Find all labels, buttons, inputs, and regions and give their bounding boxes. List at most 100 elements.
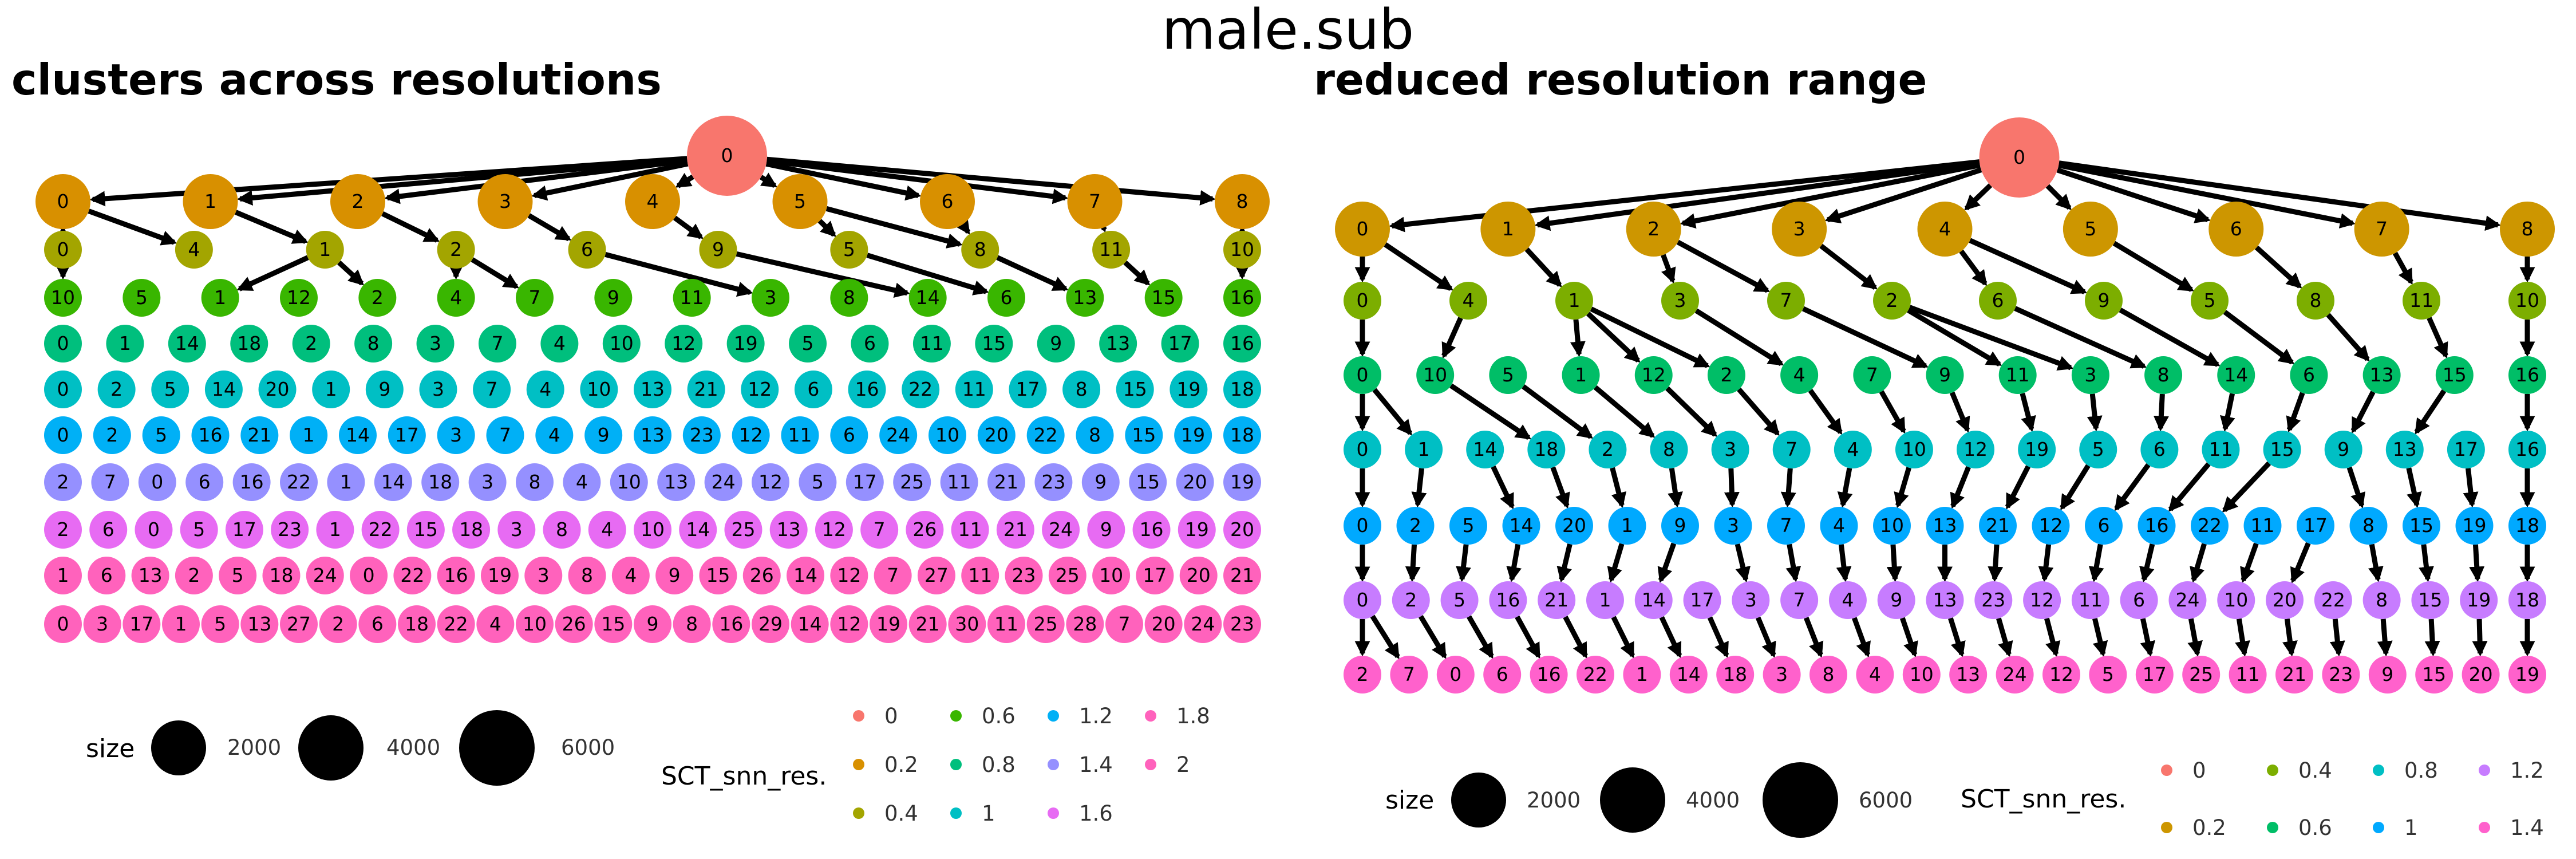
right-edge xyxy=(1836,544,1852,582)
right-edge xyxy=(1441,317,1463,359)
left-node-1-15 xyxy=(1116,371,1154,408)
right-node-1.4-14 xyxy=(1669,656,1708,693)
left-node-2-14 xyxy=(791,605,829,643)
left-node-1.6-7 xyxy=(860,511,899,549)
left-edge xyxy=(996,255,1069,291)
left-node-0-0 xyxy=(687,116,767,196)
left-node-label: 15 xyxy=(601,613,625,635)
left-node-1.6-18 xyxy=(452,511,491,549)
right-node-label: 1 xyxy=(1621,514,1633,537)
left-node-label: 11 xyxy=(962,378,986,400)
right-node-0.2-2 xyxy=(1626,202,1681,257)
left-node-label: 12 xyxy=(837,613,861,635)
right-node-0.4-0 xyxy=(1344,282,1381,320)
left-node-label: 24 xyxy=(1049,518,1073,541)
left-node-1.8-6 xyxy=(88,557,126,594)
right-size-legend: size 2000 4000 6000 xyxy=(1385,762,1913,838)
right-edge xyxy=(2223,310,2295,365)
right-node-label: 10 xyxy=(1880,514,1904,537)
left-node-0.8-2 xyxy=(292,325,330,362)
left-node-1.4-1 xyxy=(327,463,365,501)
right-node-label: 12 xyxy=(1963,438,1988,460)
right-edge xyxy=(1676,239,1771,293)
left-node-1.2-14 xyxy=(339,416,377,454)
left-node-2-26 xyxy=(555,605,593,643)
right-node-label: 1 xyxy=(1575,364,1587,386)
left-node-1.2-20 xyxy=(977,416,1016,454)
left-node-label: 9 xyxy=(647,613,659,635)
left-edge xyxy=(817,219,836,237)
right-edge xyxy=(1593,385,1656,438)
left-node-1.4-12 xyxy=(752,463,789,501)
right-node-label: 14 xyxy=(1473,438,1497,460)
left-node-label: 8 xyxy=(556,518,568,541)
left-node-label: 6 xyxy=(199,471,211,493)
left-color-legend-label: 1.4 xyxy=(1079,752,1113,777)
left-node-label: 9 xyxy=(669,564,681,586)
left-node-label: 5 xyxy=(794,190,806,212)
left-node-0.8-16 xyxy=(1223,325,1261,362)
left-node-1.6-19 xyxy=(1178,511,1216,549)
left-edge xyxy=(955,217,971,235)
right-node-label: 24 xyxy=(2175,589,2199,611)
right-edge xyxy=(2187,618,2203,657)
left-color-legend-label: 2 xyxy=(1176,752,1190,777)
left-node-0.4-9 xyxy=(699,231,737,269)
left-node-label: 30 xyxy=(955,613,979,635)
left-color-legend-label: 1.6 xyxy=(1079,801,1113,826)
right-node-label: 3 xyxy=(2084,364,2096,386)
left-node-label: 0 xyxy=(57,424,69,446)
right-edge xyxy=(1886,544,1902,582)
right-node-1.4-20 xyxy=(2462,656,2500,693)
right-node-label: 2 xyxy=(1647,218,1660,240)
left-node-1-9 xyxy=(365,371,404,408)
left-node-label: 2 xyxy=(110,378,123,400)
left-node-label: 3 xyxy=(429,332,441,354)
left-node-1.8-4 xyxy=(611,557,650,594)
left-node-0.8-13 xyxy=(1099,325,1137,362)
right-node-0.8-2 xyxy=(1589,431,1627,468)
left-node-label: 4 xyxy=(576,471,588,493)
left-node-label: 18 xyxy=(428,471,452,493)
right-edge xyxy=(1522,384,1594,439)
left-node-label: 21 xyxy=(247,424,271,446)
right-node-1-7 xyxy=(1767,507,1805,545)
right-node-label: 16 xyxy=(1496,589,1520,611)
left-node-1.4-15 xyxy=(1129,463,1167,501)
left-node-label: 23 xyxy=(690,424,714,446)
right-node-label: 21 xyxy=(2282,663,2306,685)
left-node-0.8-1 xyxy=(106,325,144,362)
right-edge xyxy=(1389,159,1980,233)
left-edge xyxy=(759,172,778,188)
right-edge xyxy=(1907,308,2002,367)
left-node-label: 11 xyxy=(680,286,704,309)
left-node-label: 8 xyxy=(686,613,698,635)
left-node-0.6-15 xyxy=(1144,279,1183,317)
right-node-0.4-4 xyxy=(1449,282,1487,320)
left-node-1-19 xyxy=(1170,371,1208,408)
left-node-label: 18 xyxy=(237,332,261,354)
left-node-1.4-8 xyxy=(516,463,554,501)
left-node-label: 9 xyxy=(1100,518,1112,541)
left-node-label: 4 xyxy=(625,564,637,586)
right-node-1.4-9 xyxy=(2368,656,2407,693)
left-node-label: 1 xyxy=(175,613,187,635)
right-node-1-4 xyxy=(1820,507,1858,545)
right-edge xyxy=(1909,305,2074,371)
right-node-0.8-6 xyxy=(2140,431,2179,468)
right-node-label: 15 xyxy=(2422,663,2446,685)
left-node-label: 21 xyxy=(1003,518,1028,541)
left-node-label: 6 xyxy=(102,518,114,541)
right-node-label: 17 xyxy=(2143,663,2167,685)
right-node-1-17 xyxy=(2297,507,2334,545)
right-node-0.6-0 xyxy=(1344,356,1381,394)
left-node-label: 3 xyxy=(511,518,523,541)
left-node-label: 1 xyxy=(119,332,131,354)
right-node-1.4-10 xyxy=(1902,656,1941,693)
left-node-2-16 xyxy=(712,605,750,643)
right-node-1.2-23 xyxy=(1974,581,2013,619)
right-node-0.6-4 xyxy=(1780,356,1819,394)
right-color-legend: 0 0.2 0.4 0.6 0.8 1 1.2 1.4 xyxy=(2161,758,2544,840)
right-node-1-3 xyxy=(1714,507,1752,545)
left-node-label: 19 xyxy=(1230,471,1254,493)
